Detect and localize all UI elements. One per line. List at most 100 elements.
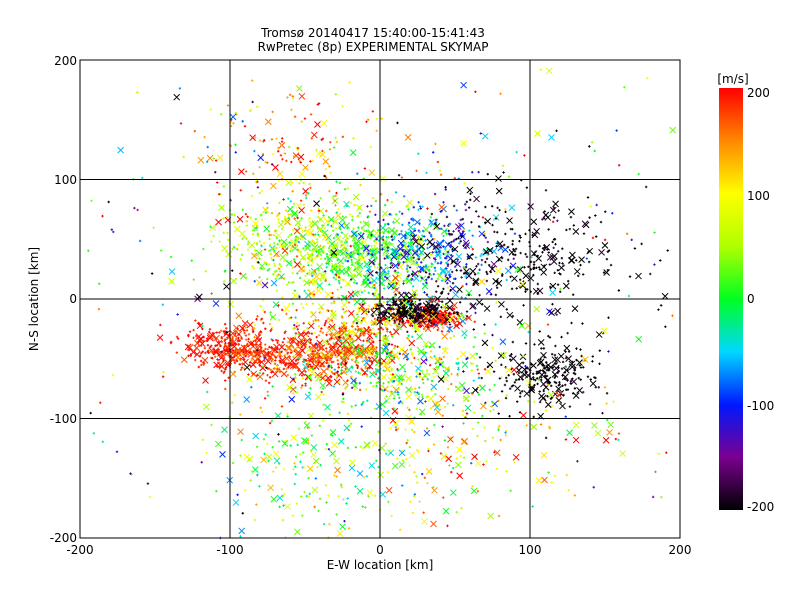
data-point-cross — [292, 152, 300, 159]
data-point-dot — [256, 473, 259, 477]
data-point-cross — [310, 451, 317, 459]
data-point-dot — [542, 364, 546, 368]
data-point-dot — [251, 100, 254, 104]
data-point-dot — [352, 137, 355, 140]
data-point-dot — [425, 320, 428, 323]
data-point-dot — [268, 376, 272, 379]
data-point-dot — [476, 262, 480, 266]
data-point-dot — [345, 240, 349, 244]
data-point-dot — [428, 363, 432, 367]
data-point-dot — [282, 367, 286, 371]
data-point-dot — [371, 345, 374, 348]
data-point-dot — [241, 352, 244, 356]
data-point-dot — [653, 231, 656, 234]
data-point-dot — [362, 475, 366, 479]
data-point-dot — [557, 209, 560, 212]
data-point-dot — [374, 199, 378, 203]
data-point-dot — [410, 300, 414, 303]
data-point-dot — [382, 218, 385, 222]
data-point-dot — [406, 236, 410, 239]
data-point-dot — [500, 390, 504, 393]
data-point-dot — [321, 347, 324, 350]
data-point-dot — [400, 230, 403, 233]
data-point-cross — [340, 341, 348, 349]
data-point-dot — [377, 327, 380, 331]
data-point-dot — [284, 439, 287, 442]
data-point-dot — [240, 337, 243, 341]
data-point-dot — [550, 352, 554, 356]
data-point-dot — [211, 331, 215, 335]
data-point-dot — [389, 266, 392, 269]
data-point-dot — [210, 344, 213, 347]
data-point-dot — [532, 273, 535, 277]
data-point-dot — [227, 354, 230, 357]
data-point-dot — [491, 346, 494, 349]
data-point-dot — [325, 209, 328, 213]
data-point-dot — [328, 359, 332, 362]
data-point-dot — [343, 519, 346, 523]
data-point-dot — [390, 384, 394, 388]
data-point-cross — [301, 164, 309, 171]
data-point-dot — [471, 485, 474, 488]
data-point-dot — [321, 137, 325, 140]
data-point-dot — [494, 293, 498, 297]
data-point-dot — [538, 330, 541, 333]
data-point-cross — [310, 131, 318, 139]
data-point-cross — [474, 460, 482, 467]
data-point-dot — [499, 92, 502, 95]
data-point-dot — [460, 313, 464, 316]
data-point-dot — [224, 353, 227, 356]
data-point-dot — [465, 200, 469, 204]
data-point-cross — [483, 305, 491, 312]
data-point-dot — [416, 313, 420, 316]
data-point-dot — [418, 325, 422, 328]
data-point-dot — [387, 270, 390, 273]
data-point-dot — [439, 363, 442, 366]
data-point-dot — [336, 362, 340, 366]
data-point-cross — [168, 268, 176, 275]
data-point-dot — [223, 348, 226, 352]
data-point-dot — [298, 159, 301, 163]
data-point-dot — [494, 217, 498, 220]
data-point-dot — [220, 113, 223, 116]
data-point-dot — [316, 352, 319, 355]
data-point-dot — [310, 232, 314, 236]
data-point-dot — [450, 372, 453, 376]
data-point-dot — [614, 437, 617, 441]
data-point-dot — [371, 292, 375, 296]
data-point-dot — [305, 303, 308, 306]
data-point-dot — [293, 239, 297, 242]
data-point-dot — [344, 348, 347, 351]
data-point-cross — [311, 486, 319, 494]
data-point-dot — [214, 170, 217, 174]
data-point-cross — [368, 462, 376, 469]
data-point-dot — [512, 253, 515, 256]
data-point-dot — [278, 239, 281, 242]
data-point-dot — [352, 275, 355, 279]
data-point-dot — [363, 289, 366, 292]
data-point-dot — [249, 340, 252, 344]
data-point-dot — [314, 233, 317, 236]
data-point-cross — [595, 331, 603, 338]
data-point-dot — [435, 366, 438, 369]
data-point-dot — [436, 302, 439, 305]
data-point-dot — [434, 260, 437, 263]
data-point-dot — [321, 331, 325, 334]
data-point-dot — [409, 307, 412, 310]
data-point-dot — [657, 452, 661, 456]
data-point-dot — [244, 326, 248, 329]
data-point-dot — [361, 349, 365, 353]
data-point-dot — [486, 272, 489, 276]
data-point-cross — [444, 241, 452, 248]
data-point-dot — [480, 258, 484, 262]
data-point-dot — [564, 350, 567, 353]
data-point-cross — [180, 356, 188, 364]
data-point-dot — [308, 492, 312, 496]
data-point-dot — [376, 351, 379, 354]
data-point-dot — [317, 334, 321, 337]
data-point-dot — [490, 205, 494, 208]
data-point-cross — [251, 357, 259, 365]
data-point-dot — [325, 252, 329, 256]
data-point-dot — [294, 472, 297, 476]
data-point-dot — [522, 304, 525, 307]
